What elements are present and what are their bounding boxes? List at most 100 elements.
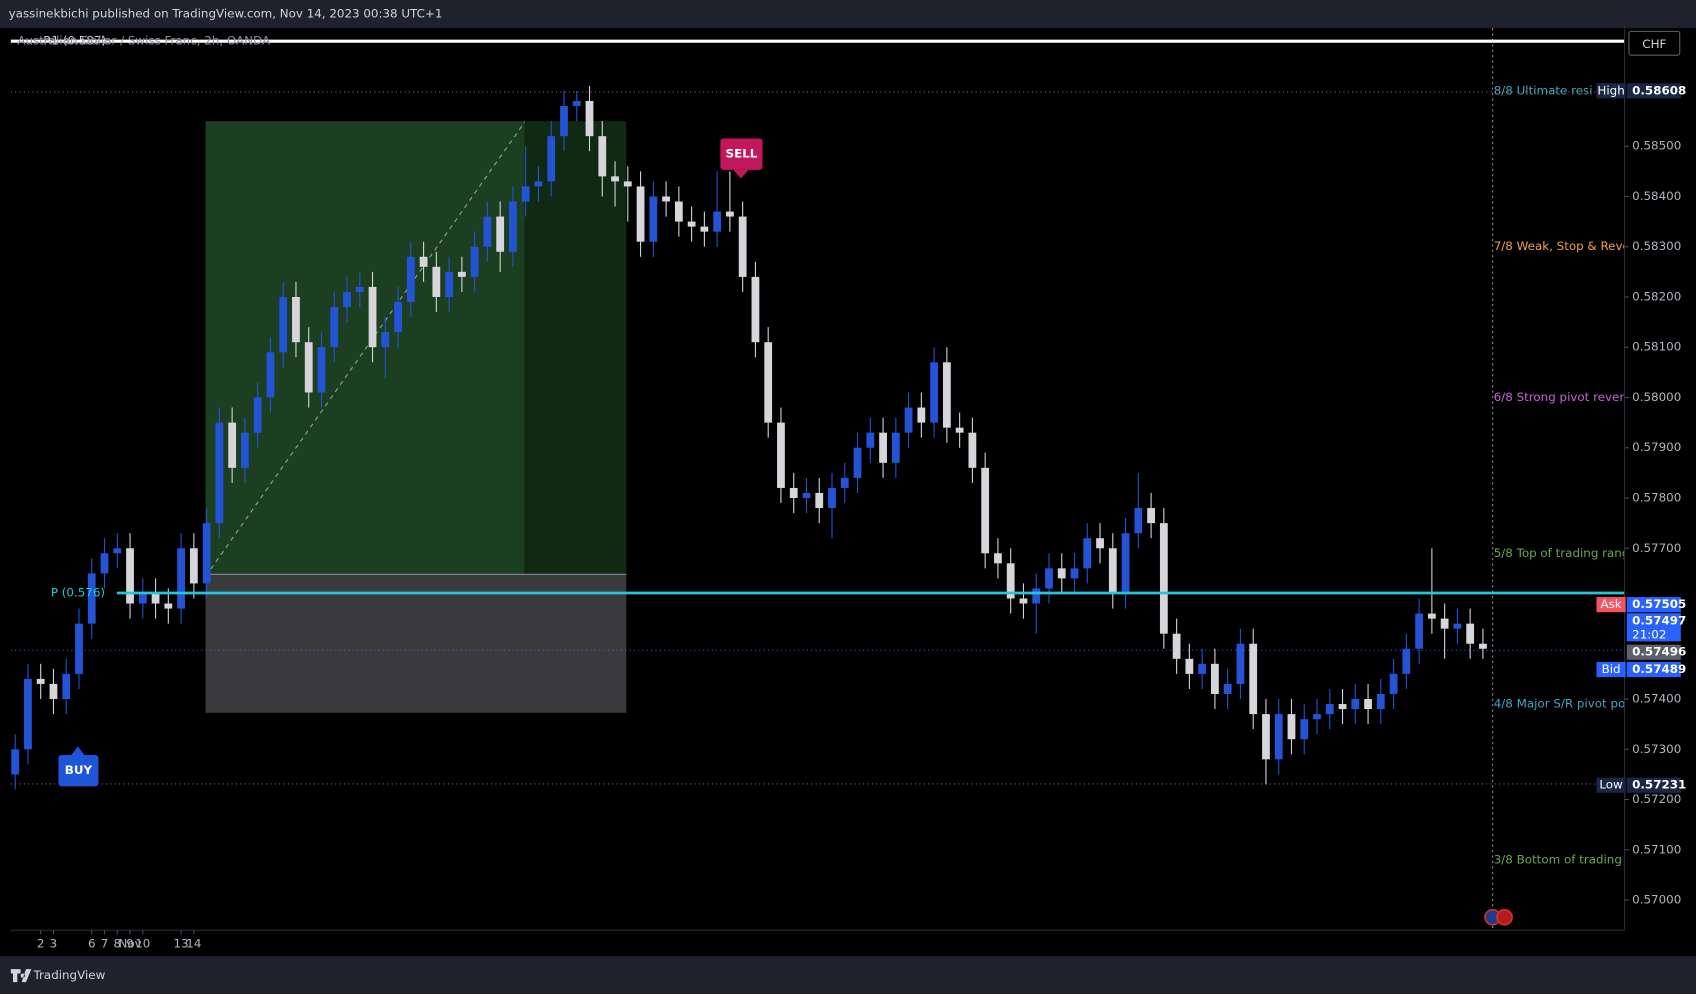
- stop-zone: [205, 574, 627, 713]
- candle-body: [509, 201, 517, 252]
- candle-body: [611, 176, 619, 182]
- candle-body: [100, 553, 109, 574]
- murrey-label: 3/8 Bottom of trading ran: [1494, 852, 1646, 866]
- candle-body: [1147, 508, 1155, 524]
- currency: CHF: [1642, 37, 1666, 51]
- x-tick-label: 6: [88, 937, 96, 951]
- y-tick-label: 0.57700: [1632, 541, 1681, 555]
- candle-body: [828, 487, 836, 509]
- x-tick-label: 7: [101, 937, 109, 951]
- header-text: yassinekbichi published on TradingView.c…: [9, 7, 443, 21]
- candle-body: [432, 266, 441, 297]
- price-value: 0.57231: [1632, 778, 1686, 792]
- candle-body: [419, 256, 428, 267]
- level-label: R1 (0.587): [43, 34, 106, 48]
- y-tick-label: 0.57400: [1632, 692, 1681, 706]
- drawings-under: [10, 28, 1625, 931]
- sell-text: SELL: [726, 147, 758, 161]
- candle-body: [279, 296, 288, 353]
- murrey-label: 6/8 Strong pivot reverse: [1494, 390, 1638, 404]
- price-value: 0.57496: [1632, 645, 1686, 659]
- candle-body: [1070, 568, 1079, 579]
- candle-body: [1108, 548, 1117, 594]
- candle-body: [1376, 693, 1385, 710]
- candle-body: [751, 276, 760, 343]
- countdown: 21:02: [1632, 627, 1666, 641]
- sell-badge: [720, 138, 763, 170]
- candle-body: [1057, 568, 1066, 579]
- candle-body: [840, 477, 849, 488]
- candle-body: [11, 749, 20, 775]
- x-tick-label: 14: [186, 937, 201, 951]
- candle-body: [457, 271, 466, 277]
- candle-body: [202, 523, 211, 584]
- footer-text: TradingView: [33, 968, 106, 982]
- candle-body: [930, 362, 939, 423]
- candle-body: [560, 106, 568, 137]
- candle-body: [1466, 623, 1475, 644]
- price-tag: [1596, 83, 1626, 99]
- chart-title: Australian Dollar / Swiss Franc, 2h, OAN…: [17, 34, 271, 48]
- candle-body: [802, 492, 811, 498]
- candle-body: [534, 181, 543, 187]
- candle-body: [1172, 633, 1181, 659]
- candle-body: [1274, 714, 1283, 760]
- candle-body: [547, 136, 556, 182]
- drawings-over: BUY SELL R1 (0.587) P (0.576) 8/8 Ultimate…: [10, 34, 1646, 866]
- candle-body: [1402, 648, 1411, 674]
- candle-body: [1045, 568, 1053, 589]
- candle-body: [1096, 538, 1104, 549]
- buy-arrow: [71, 746, 85, 755]
- candle-body: [521, 186, 530, 202]
- candle-body: [381, 332, 390, 348]
- price-value: 0.57489: [1632, 662, 1686, 676]
- candle-body: [1453, 623, 1462, 629]
- price-badge: [1626, 777, 1681, 793]
- x-tick-label: 8: [113, 937, 121, 951]
- candle-body: [815, 492, 824, 509]
- candle-body: [343, 291, 351, 308]
- candle-body: [113, 548, 122, 554]
- candle-body: [713, 211, 722, 232]
- price-value: 0.58608: [1632, 83, 1686, 97]
- target-zone-ext: [524, 121, 627, 575]
- candle-body: [572, 100, 581, 107]
- sell-marker: SELL: [720, 138, 763, 179]
- candle-body: [241, 432, 249, 468]
- candle-body: [1479, 643, 1487, 649]
- murrey-label: 4/8 Major S/R pivot poin: [1494, 697, 1636, 711]
- flag-icon: [1496, 908, 1513, 926]
- price-tag-text: High: [1597, 83, 1624, 97]
- candle-body: [1351, 699, 1360, 710]
- candle-body: [981, 467, 990, 554]
- candle-body: [36, 678, 45, 684]
- logo: [10, 969, 32, 983]
- candle-body: [87, 573, 96, 624]
- candle-body: [215, 422, 224, 524]
- candle-body: [1159, 523, 1168, 634]
- candle-body: [317, 347, 326, 393]
- x-tick-label: 3: [50, 937, 58, 951]
- candle-body: [1313, 714, 1321, 720]
- candle-body: [1223, 683, 1232, 694]
- candle-body: [955, 427, 964, 433]
- candle-body: [1325, 704, 1334, 715]
- candle-body: [687, 221, 696, 227]
- candle-body: [470, 246, 479, 277]
- candle-body: [1338, 704, 1347, 710]
- candle-body: [1415, 613, 1424, 649]
- sell-arrow: [733, 169, 749, 179]
- y-tick-label: 0.58000: [1632, 390, 1681, 404]
- price-badge: [1626, 83, 1681, 99]
- price-tag: [1596, 661, 1626, 678]
- candle-body: [1300, 719, 1309, 740]
- price-badge: [1626, 644, 1681, 660]
- candle-body: [866, 432, 875, 448]
- candle-body: [1083, 538, 1092, 569]
- price-value: 0.57497: [1632, 613, 1686, 627]
- buy-text: BUY: [65, 763, 93, 777]
- candle-body: [1019, 598, 1028, 604]
- y-tick-label: 0.58400: [1632, 189, 1681, 203]
- candle-body: [253, 397, 262, 433]
- candle-body: [853, 447, 862, 478]
